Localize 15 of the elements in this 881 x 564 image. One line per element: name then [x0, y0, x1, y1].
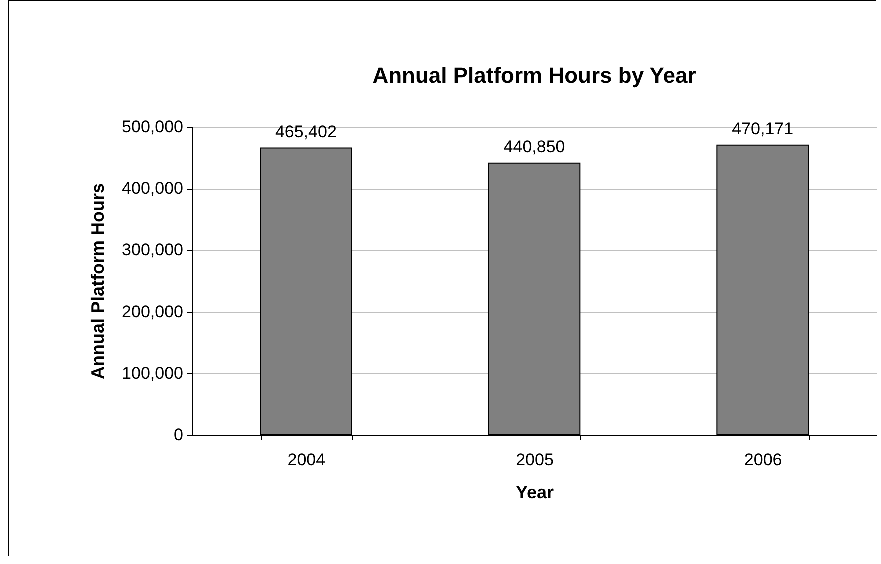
x-axis-title: Year — [516, 482, 554, 502]
x-tick-label: 2004 — [288, 450, 326, 470]
x-tick-label: 2006 — [744, 450, 782, 470]
y-tick-label: 400,000 — [122, 179, 184, 198]
y-tick-label: 300,000 — [122, 240, 184, 260]
y-tick-label: 100,000 — [122, 364, 184, 383]
data-label: 440,850 — [504, 137, 566, 156]
y-tick-label: 200,000 — [122, 302, 184, 322]
y-tick-label: 500,000 — [122, 118, 184, 136]
data-label: 470,171 — [732, 119, 794, 138]
x-tick-label: 2005 — [516, 450, 554, 470]
chart-title: Annual Platform Hours by Year — [372, 63, 697, 88]
y-tick-label: 0 — [174, 426, 184, 444]
y-axis-title: Annual Platform Hours — [88, 183, 108, 380]
data-label: 465,402 — [275, 122, 337, 142]
